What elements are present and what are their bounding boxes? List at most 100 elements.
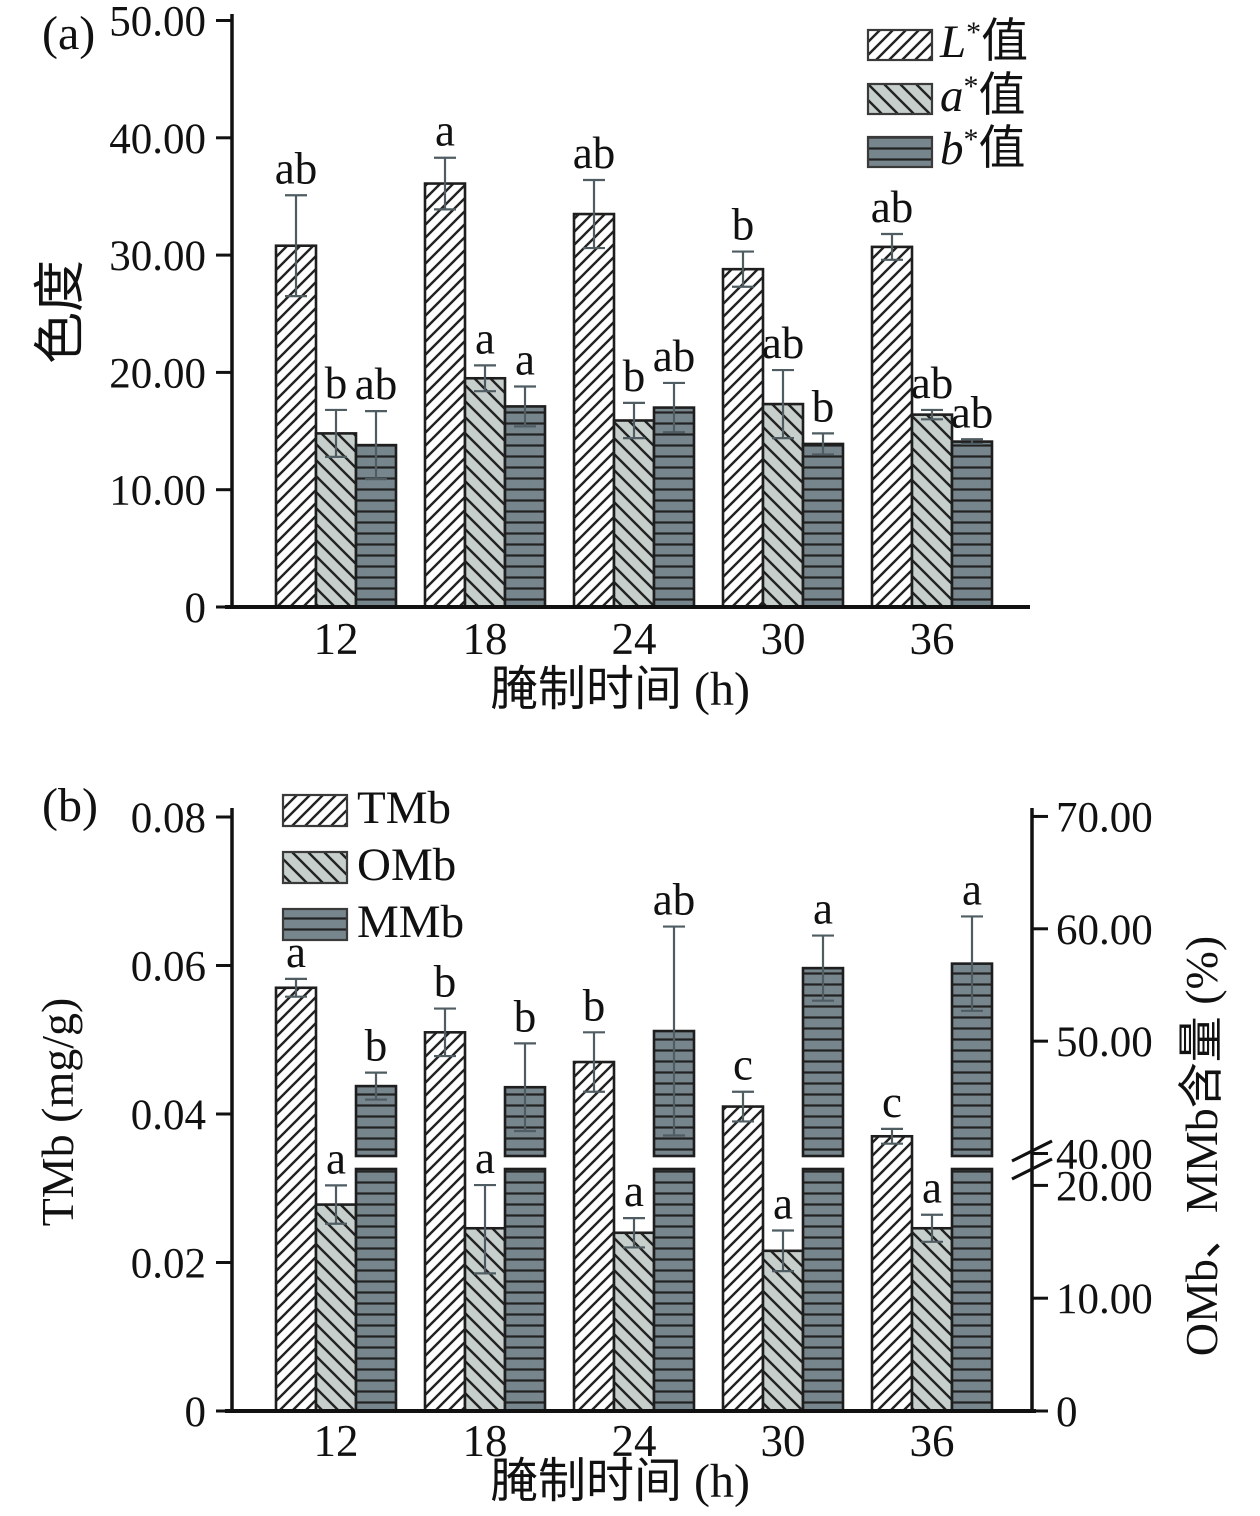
error-bar-MMb-36: [961, 915, 983, 1012]
error-bar-MMb-30: [812, 934, 834, 1002]
sig-letter: b: [623, 351, 646, 401]
panel-b-x-axis-title: 腌制时间 (h): [490, 1455, 750, 1508]
legend-label-OMb: OMb: [357, 839, 456, 891]
sig-letter: b: [732, 200, 755, 250]
sig-letter: a: [922, 1163, 942, 1213]
bar-TMb-18: [423, 1031, 467, 1413]
bar-MMb-30-lower: [801, 1167, 845, 1413]
sig-letter: ab: [762, 318, 804, 368]
sig-letter: b: [365, 1021, 388, 1071]
right-y-tick-label: 70.00: [1056, 794, 1153, 841]
panel-a-y-axis-title: 色度: [33, 259, 90, 365]
bar-L-36: [870, 245, 914, 609]
sig-letter: c: [733, 1040, 753, 1090]
bar-MMb-18-upper: [503, 1085, 547, 1158]
panel-a-x-axis-title: 腌制时间 (h): [490, 663, 750, 716]
panel-b-left-y-axis-title: TMb (mg/g): [32, 997, 83, 1227]
x-tick-label: 36: [910, 614, 955, 664]
error-bar-b-36: [961, 438, 983, 446]
sig-letter: a: [475, 313, 495, 363]
x-tick-label: 30: [761, 614, 806, 664]
bar-L-30: [721, 267, 765, 609]
sig-letter: b: [434, 957, 457, 1007]
y-tick-label: 10.00: [109, 468, 206, 515]
bar-TMb-30: [721, 1105, 765, 1413]
error-bar-a-18: [474, 364, 496, 393]
left-y-tick-label: 0.06: [131, 944, 206, 991]
legend-label-MMb: MMb: [357, 896, 464, 948]
error-bar-L-36: [881, 232, 903, 261]
error-bar-TMb-18: [434, 1007, 456, 1058]
panel-b-tag: (b): [42, 779, 98, 832]
error-bar-TMb-24: [583, 1031, 605, 1093]
bar-OMb-24: [612, 1231, 656, 1413]
sig-letter: a: [475, 1133, 495, 1183]
bar-MMb-36-lower: [950, 1167, 994, 1413]
y-tick-label: 30.00: [109, 233, 206, 280]
bar-b-30: [801, 442, 845, 609]
y-tick-label: 20.00: [109, 350, 206, 397]
legend-swatch-a: [866, 82, 934, 116]
error-bar-OMb-36: [921, 1213, 943, 1243]
x-tick-label: 12: [314, 614, 359, 664]
sig-letter: a: [962, 864, 982, 914]
panel-a-legend: L*值a*值b*值: [866, 16, 1028, 175]
error-bar-b-12: [365, 410, 387, 481]
error-bar-b-30: [812, 432, 834, 456]
error-bar-TMb-30: [732, 1090, 754, 1123]
error-bar-L-18: [434, 156, 456, 211]
right-y-tick-label: 40.00: [1056, 1132, 1153, 1179]
y-tick-label: 0: [185, 585, 207, 632]
error-bar-MMb-12: [365, 1071, 387, 1101]
sig-letter: a: [813, 884, 833, 934]
right-y-tick-label: 10.00: [1056, 1276, 1153, 1323]
sig-letter: ab: [573, 128, 615, 178]
sig-letter: a: [773, 1179, 793, 1229]
axis-break-slash: [1011, 1139, 1053, 1163]
error-bar-a-36: [921, 408, 943, 421]
x-tick-label: 18: [463, 614, 508, 664]
bar-b-36: [950, 440, 994, 609]
left-y-tick-label: 0.04: [131, 1092, 206, 1139]
error-bar-OMb-18: [474, 1183, 496, 1275]
error-bar-b-18: [514, 385, 536, 428]
legend-label-L: L*值: [939, 16, 1028, 68]
sig-letter: ab: [911, 358, 953, 408]
legend-swatch-MMb: [281, 907, 349, 942]
bar-b-24: [652, 406, 696, 609]
x-tick-label: 24: [612, 614, 657, 664]
sig-letter: ab: [653, 875, 695, 925]
bar-OMb-36: [910, 1226, 954, 1413]
sig-letter: a: [435, 106, 455, 156]
x-tick-label: 18: [463, 1416, 508, 1466]
bar-MMb-18-lower: [503, 1167, 547, 1413]
error-bar-L-24: [583, 178, 605, 250]
y-tick-label: 50.00: [109, 0, 206, 46]
bar-MMb-12-lower: [354, 1167, 398, 1413]
bar-TMb-24: [572, 1060, 616, 1413]
left-y-tick-label: 0: [185, 1389, 207, 1436]
error-bar-L-12: [285, 194, 307, 298]
x-tick-label: 36: [910, 1416, 955, 1466]
error-bar-OMb-30: [772, 1229, 794, 1273]
legend-label-b: b*值: [940, 123, 1026, 175]
right-y-tick-label: 50.00: [1056, 1019, 1153, 1066]
error-bar-MMb-24: [663, 925, 685, 1137]
error-bar-OMb-24: [623, 1217, 645, 1249]
x-tick-label: 30: [761, 1416, 806, 1466]
axis-break-slash: [1011, 1157, 1053, 1181]
right-y-tick-label: 0: [1056, 1389, 1078, 1436]
bar-L-24: [572, 212, 616, 609]
y-tick-label: 40.00: [109, 116, 206, 163]
error-bar-a-30: [772, 368, 794, 440]
left-y-tick-label: 0.02: [131, 1241, 206, 1288]
sig-letter: a: [624, 1166, 644, 1216]
sig-letter: b: [325, 358, 348, 408]
legend-swatch-OMb: [281, 850, 349, 885]
legend-swatch-L: [866, 28, 934, 62]
sig-letter: a: [326, 1133, 346, 1183]
bar-TMb-36: [870, 1134, 914, 1413]
